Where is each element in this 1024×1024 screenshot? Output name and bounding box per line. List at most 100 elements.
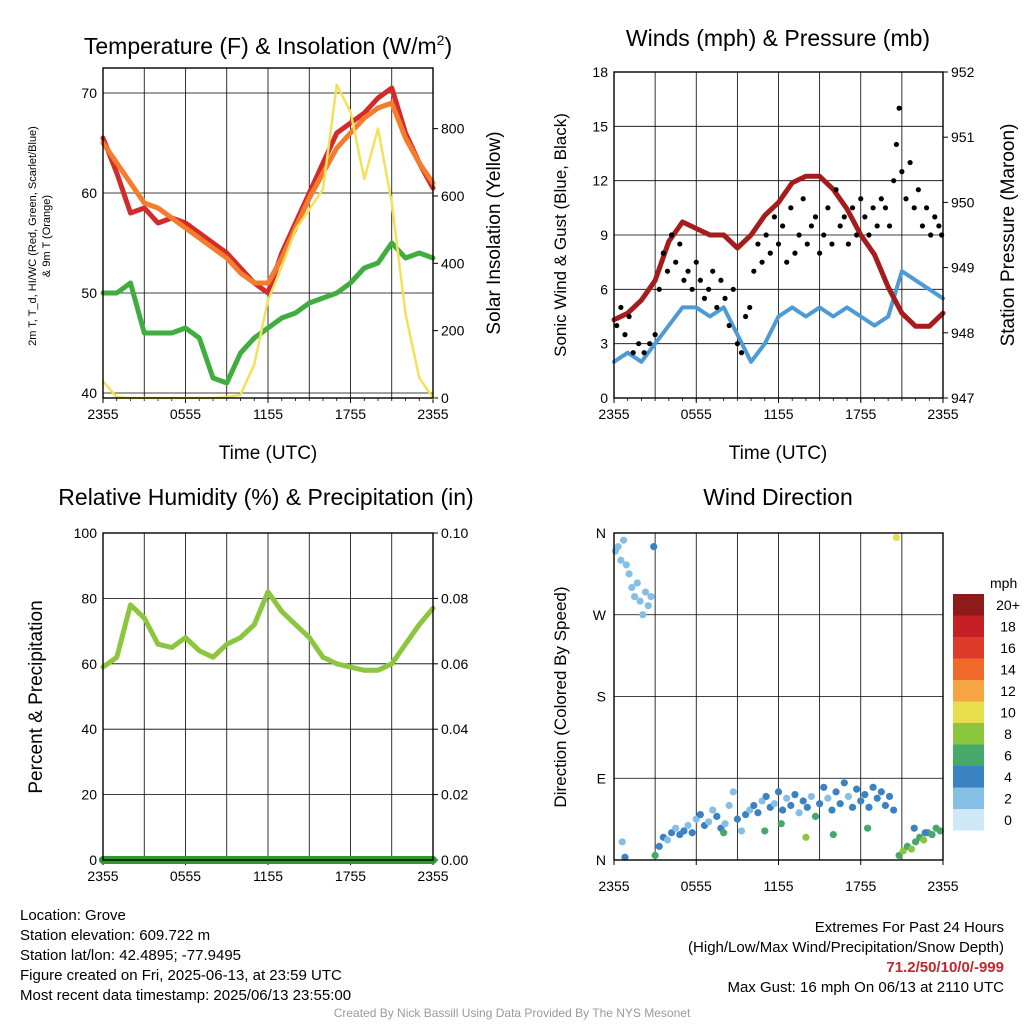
direction-point <box>779 806 787 814</box>
wind-y-label: Sonic Wind & Gust (Blue, Black) <box>551 113 570 357</box>
direction-point <box>829 830 837 839</box>
gust-point <box>673 259 679 265</box>
gust-point <box>689 286 695 292</box>
direction-point <box>928 830 936 839</box>
gust-point <box>730 286 736 292</box>
gust-point <box>874 223 880 229</box>
direction-point <box>721 820 729 828</box>
x-tick-label: 1155 <box>763 406 793 422</box>
gust-point <box>767 250 773 256</box>
y2-tick-label: 0.10 <box>441 525 468 541</box>
temp-x-label: Time (UTC) <box>219 443 318 464</box>
gust-point <box>928 232 934 238</box>
gust-point <box>718 277 724 283</box>
direction-point <box>650 543 658 551</box>
x-tick-label: 2355 <box>927 406 958 422</box>
gust-point <box>788 205 794 211</box>
extremes-subtitle: (High/Low/Max Wind/Precipitation/Snow De… <box>688 939 1004 956</box>
legend-swatch <box>953 594 984 616</box>
direction-point <box>696 810 704 819</box>
x-tick-label: 1155 <box>253 868 283 884</box>
direction-point <box>824 794 832 802</box>
x-tick-label: 2355 <box>87 868 118 884</box>
direction-point <box>704 818 713 826</box>
y2-tick-label: 948 <box>951 325 975 341</box>
direction-point <box>762 792 770 801</box>
gust-point <box>886 223 893 229</box>
y2-tick-label: 0 <box>441 390 449 406</box>
direction-point <box>828 806 836 814</box>
gust-point <box>780 223 786 229</box>
gust-point <box>697 277 703 283</box>
gust-point <box>681 277 687 283</box>
gust-point <box>821 232 827 238</box>
direction-point <box>873 794 881 802</box>
direction-point <box>920 836 928 844</box>
gust-point <box>784 259 790 265</box>
gust-point <box>837 223 843 229</box>
legend-swatch <box>953 766 984 788</box>
direction-point <box>630 592 639 601</box>
direction-point <box>761 827 769 835</box>
direction-point <box>853 785 861 793</box>
speed-legend: mph 20+ 18 16 14 12 10 8 6 4 2 0 <box>953 575 1020 831</box>
direction-point <box>636 597 644 605</box>
gust-point <box>812 214 819 220</box>
gust-point <box>618 304 624 311</box>
figure-created: Figure created on Fri, 2025-06-13, at 23… <box>20 967 342 984</box>
x-tick-label: 2355 <box>417 868 448 884</box>
x-tick-label: 0555 <box>170 406 201 422</box>
legend-swatch <box>953 809 984 831</box>
gust-point <box>652 332 658 338</box>
gust-point <box>738 350 745 356</box>
panel-3: 0 20 40 60 80 100 0.00 0.02 0.04 0.06 0.08 0.10 2355… <box>74 525 469 884</box>
y2-tick-label: 952 <box>951 64 975 80</box>
panel-4: N E S W N 2355 0555 1155 1755 2355 <box>593 525 959 894</box>
direction-point <box>799 797 807 805</box>
gust-point <box>714 304 720 311</box>
gust-point <box>911 205 917 211</box>
direction-point <box>820 783 828 791</box>
x-tick-label: 0555 <box>681 878 712 894</box>
legend-label: 4 <box>1004 769 1012 785</box>
credit-line: Created By Nick Bassill Using Data Provi… <box>333 1006 691 1020</box>
direction-point <box>713 812 721 821</box>
y-tick-label: 60 <box>81 185 97 201</box>
y2-tick-label: 0.06 <box>441 656 468 672</box>
direction-point <box>811 812 820 821</box>
gust-point <box>891 178 897 184</box>
y-tick-label: 3 <box>600 336 608 352</box>
legend-swatch <box>953 637 984 659</box>
extremes-title: Extremes For Past 24 Hours <box>814 919 1004 936</box>
direction-point <box>770 800 778 808</box>
x-tick-label: 0555 <box>170 868 201 884</box>
x-tick-label: 2355 <box>927 878 958 894</box>
gust-point <box>664 268 671 274</box>
y2-tick-label: 200 <box>441 323 465 339</box>
rh-y-label: Percent & Precipitation <box>26 600 47 793</box>
extremes-values: 71.2/50/10/0/-999 <box>886 959 1004 976</box>
gust-point <box>751 268 757 274</box>
direction-point <box>777 820 785 828</box>
direction-point <box>633 579 641 587</box>
station-latlon: Station lat/lon: 42.4895; -77.9495 <box>20 947 242 964</box>
direction-point <box>803 803 811 811</box>
direction-point <box>807 792 816 801</box>
direction-point <box>754 809 762 817</box>
legend-label: 14 <box>1000 662 1016 678</box>
max-gust: Max Gust: 16 mph On 06/13 at 2110 UTC <box>727 979 1004 996</box>
gust-point <box>747 304 753 311</box>
x-tick-label: 2355 <box>598 406 629 422</box>
direction-point <box>907 845 916 853</box>
gust-point <box>899 169 905 175</box>
y2-tick-label: 0.00 <box>441 852 468 868</box>
legend-swatch <box>953 744 984 766</box>
gust-point <box>693 259 699 265</box>
temp-chart-title: Temperature (F) & Insolation (W/m2) <box>84 32 452 59</box>
x-tick-label: 2355 <box>87 406 118 422</box>
gust-point <box>825 205 831 211</box>
gust-point <box>726 322 732 329</box>
plot-border <box>613 71 944 399</box>
direction-point <box>832 788 840 796</box>
